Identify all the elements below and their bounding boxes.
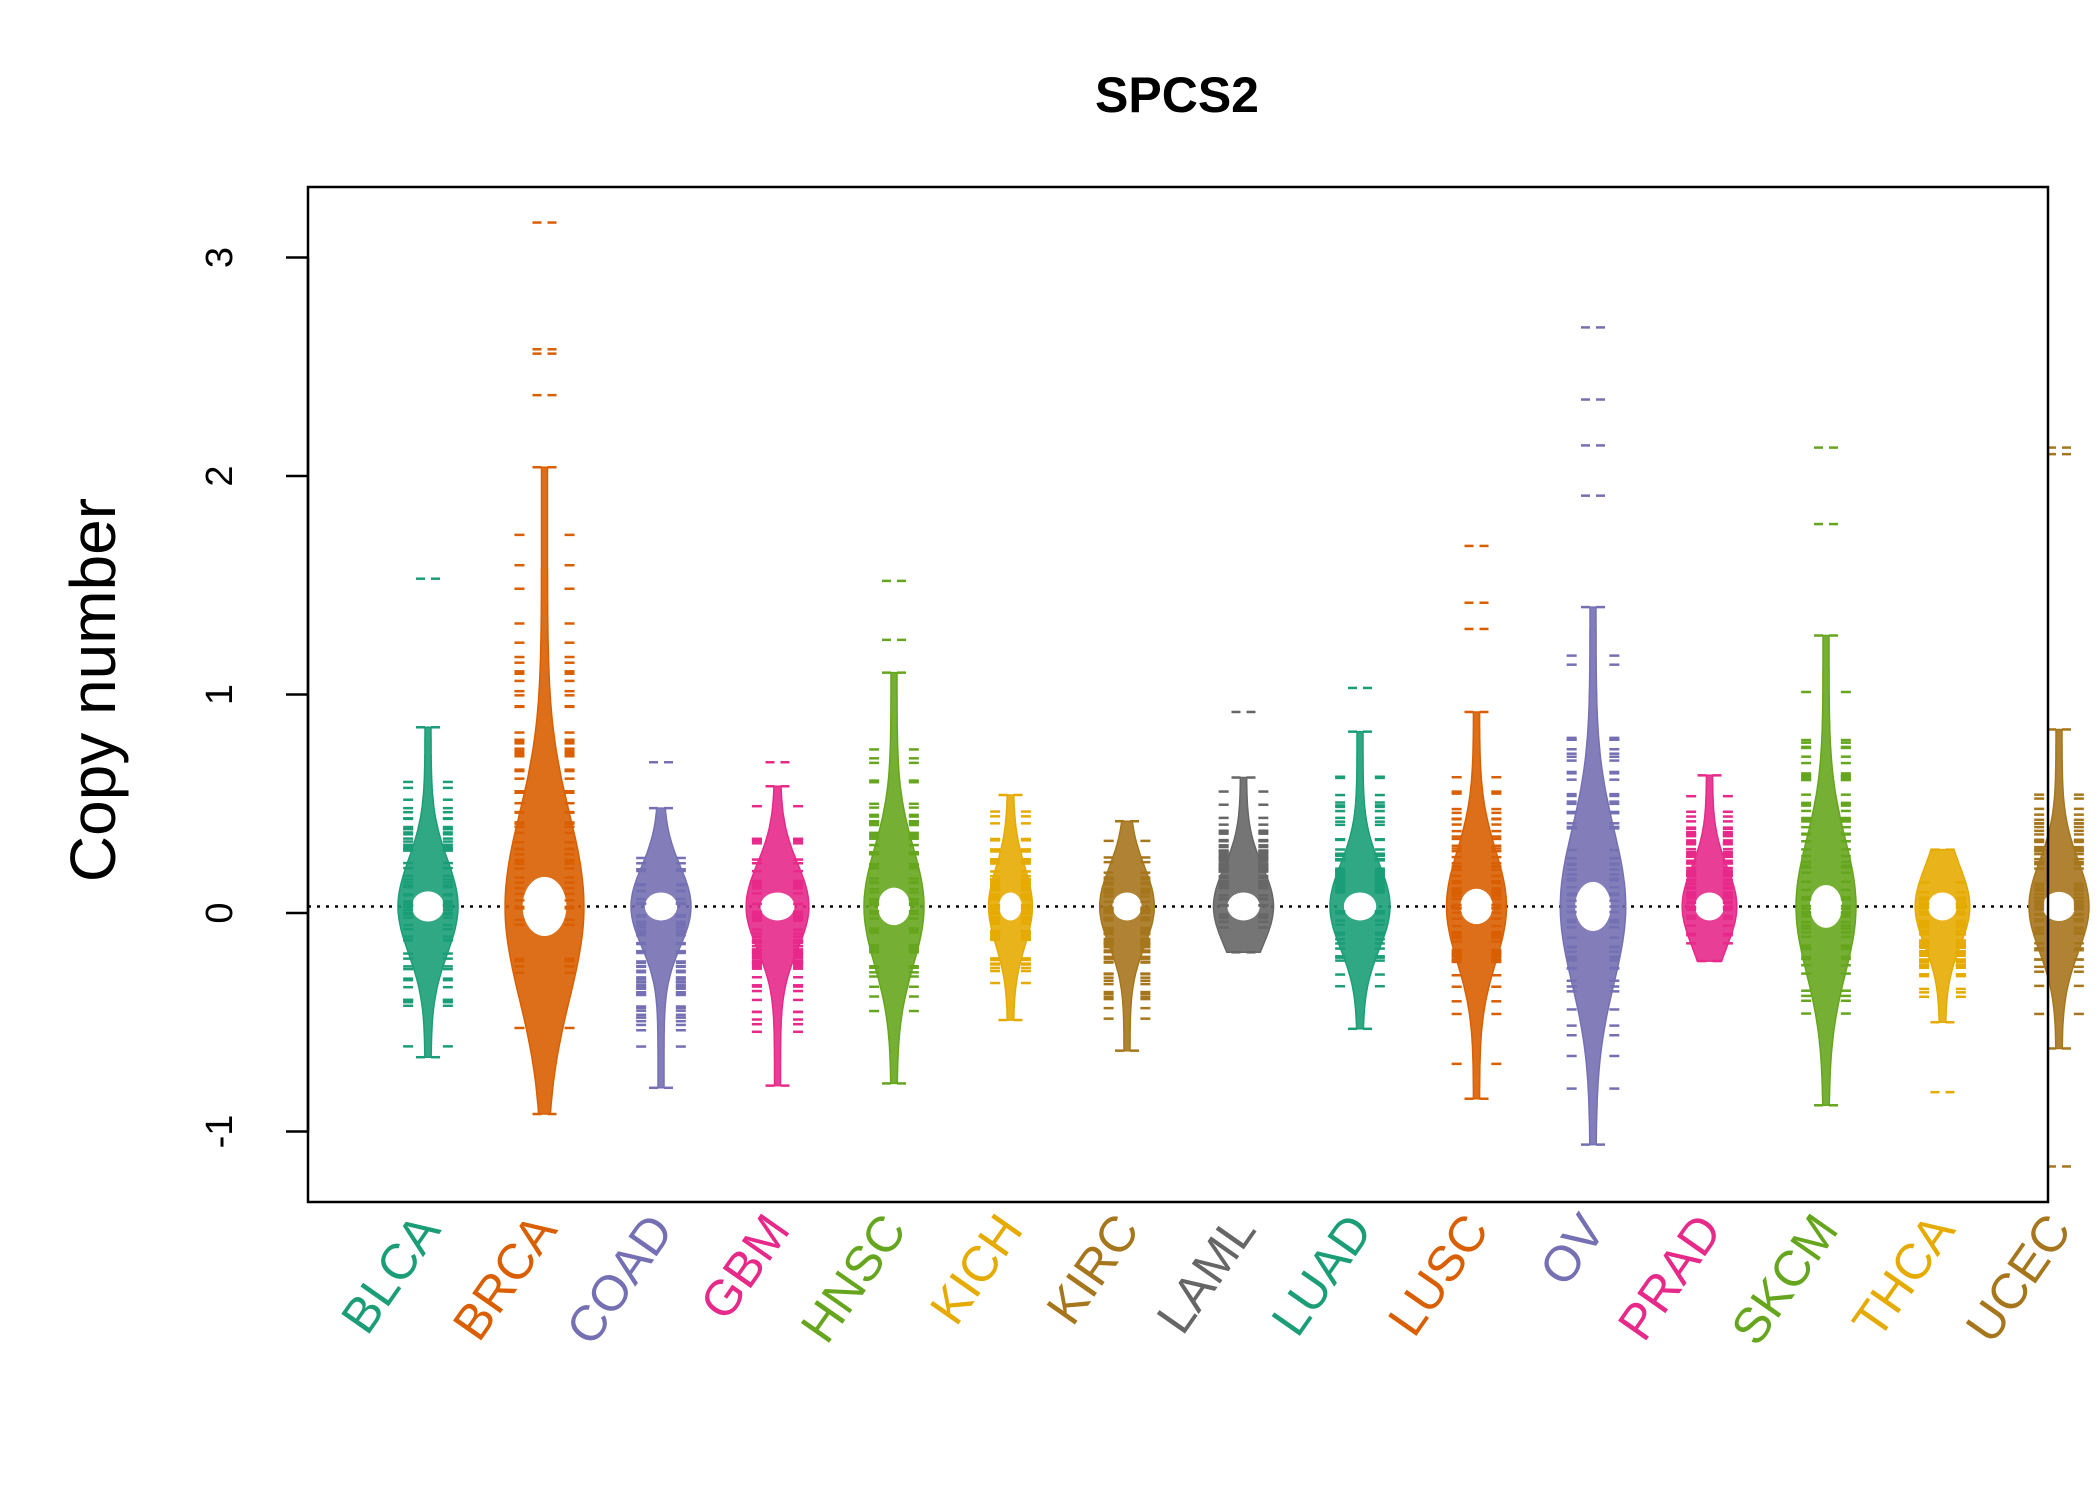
y-tick-label: 1 [199, 684, 241, 705]
beans-layer [397, 221, 2090, 1168]
bean-brca [504, 221, 585, 1116]
bean-highlight [1227, 892, 1260, 921]
bean-highlight [644, 892, 678, 921]
bean-highlight [1112, 892, 1142, 921]
bean-gbm [745, 760, 810, 1087]
bean-highlight [1809, 884, 1843, 928]
bean-luad [1329, 686, 1391, 1031]
bean-highlight [760, 892, 795, 921]
bean-highlight [2042, 891, 2076, 922]
bean-hnsc [863, 579, 925, 1085]
y-axis-label: Copy number [57, 498, 129, 882]
bean-highlight [522, 876, 567, 937]
bean-highlight [999, 892, 1022, 921]
bean-prad [1681, 774, 1738, 963]
bean-lusc [1445, 544, 1508, 1100]
bean-highlight [1575, 881, 1611, 932]
bean-highlight [1343, 892, 1377, 921]
bean-kirc [1098, 819, 1156, 1052]
bean-ucec [2028, 446, 2090, 1168]
bean-blca [397, 577, 459, 1059]
y-tick-label: 3 [199, 247, 241, 268]
bean-thca [1914, 848, 1971, 1094]
bean-ov [1559, 326, 1627, 1146]
bean-skcm [1795, 446, 1857, 1107]
bean-highlight [1927, 892, 1958, 921]
bean-highlight [1460, 888, 1493, 925]
bean-highlight [877, 887, 911, 926]
bean-laml [1212, 710, 1275, 954]
bean-highlight [411, 891, 445, 922]
bean-highlight [1694, 892, 1725, 921]
y-tick-label: 0 [199, 902, 241, 923]
bean-kich [987, 793, 1034, 1022]
bean-coad [630, 760, 692, 1090]
chart-title: SPCS2 [1095, 67, 1259, 123]
plot-frame [306, 185, 2050, 1204]
y-tick-label: 2 [199, 465, 241, 486]
y-tick-label: -1 [199, 1115, 241, 1149]
